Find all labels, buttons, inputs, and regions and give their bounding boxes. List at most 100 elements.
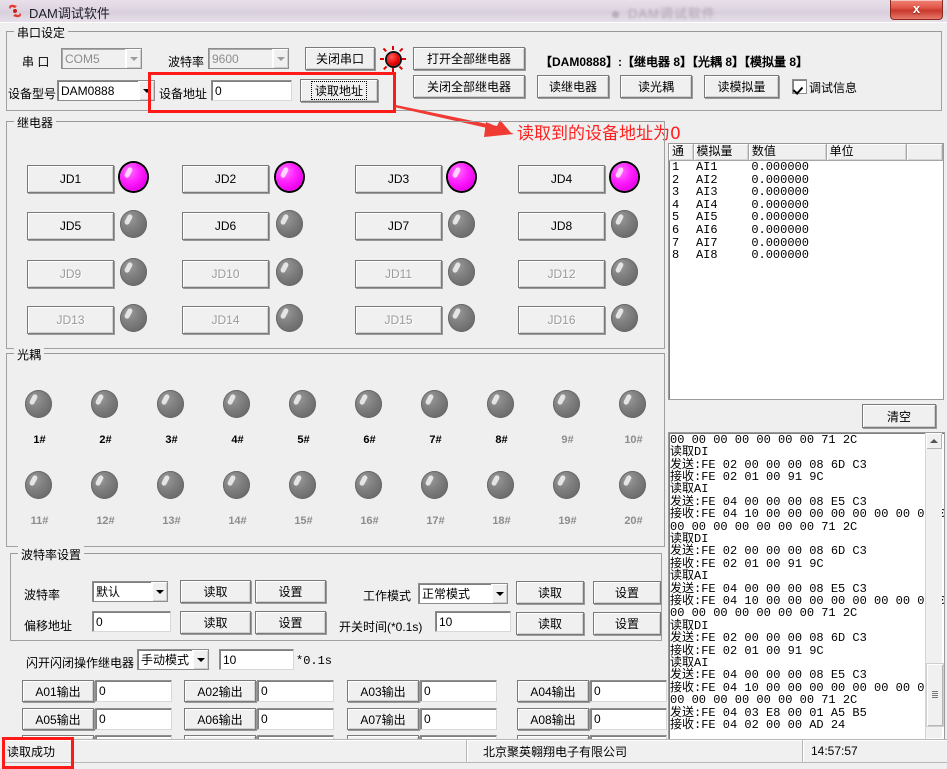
table-header-cell-3[interactable]: 单位 xyxy=(827,144,908,160)
relay-button-label: JD15 xyxy=(384,313,413,327)
chevron-down-icon[interactable] xyxy=(192,650,208,669)
analog-output-button-1[interactable]: A01输出 xyxy=(22,680,94,702)
device-address-input[interactable]: 0 xyxy=(211,80,292,101)
table-cell: 0.000000 xyxy=(751,186,809,199)
analog-output-input-1[interactable]: 0 xyxy=(95,680,172,702)
port-select-value: COM5 xyxy=(65,51,100,66)
chevron-down-icon[interactable] xyxy=(138,81,154,100)
table-row[interactable]: 5 AI5 0.000000 xyxy=(669,211,943,224)
relay-led-jd6 xyxy=(276,210,303,238)
table-cell: 2 xyxy=(672,173,680,187)
port-select[interactable]: COM5 xyxy=(61,48,142,69)
analog-output-input-6[interactable]: 0 xyxy=(257,708,334,730)
relay-led-jd10 xyxy=(276,258,303,286)
analog-output-button-4[interactable]: A04输出 xyxy=(517,680,589,702)
table-row[interactable]: 2 AI2 0.000000 xyxy=(669,174,943,187)
table-cell: AI7 xyxy=(695,236,718,250)
offset-read-button[interactable]: 读取 xyxy=(180,611,251,634)
work-mode-set-button[interactable]: 设置 xyxy=(593,581,661,604)
analog-output-input-3[interactable]: 0 xyxy=(420,680,497,702)
switch-time-read-button[interactable]: 读取 xyxy=(516,612,584,635)
opto-label-3: 3# xyxy=(165,434,178,446)
relay-button-label: JD1 xyxy=(59,172,82,186)
table-row[interactable]: 8 AI8 0.000000 xyxy=(669,249,943,262)
clear-log-button[interactable]: 清空 xyxy=(862,404,936,428)
table-header-cell-4[interactable] xyxy=(907,144,943,160)
table-row[interactable]: 4 AI4 0.000000 xyxy=(669,199,943,212)
table-row[interactable]: 6 AI6 0.000000 xyxy=(669,224,943,237)
chevron-down-icon[interactable] xyxy=(151,582,167,601)
analog-output-input-7[interactable]: 0 xyxy=(420,708,497,730)
scrollbar-thumb[interactable] xyxy=(926,663,944,727)
table-cell: AI3 xyxy=(695,186,718,199)
open-all-relay-button[interactable]: 打开全部继电器 xyxy=(413,47,525,70)
relay-button-jd5[interactable]: JD5 xyxy=(27,212,114,240)
chevron-down-icon[interactable] xyxy=(125,49,141,68)
analog-output-button-6[interactable]: A06输出 xyxy=(184,708,256,730)
scroll-up-arrow-icon[interactable] xyxy=(926,433,942,449)
relay-button-jd6[interactable]: JD6 xyxy=(182,212,269,240)
switch-time-set-button[interactable]: 设置 xyxy=(593,612,661,635)
device-model-select[interactable]: DAM0888 xyxy=(57,80,155,101)
relay-button-jd3[interactable]: JD3 xyxy=(355,165,442,193)
offset-set-button[interactable]: 设置 xyxy=(255,611,326,634)
opto-led-9 xyxy=(553,390,580,418)
table-cell: 8 xyxy=(672,249,680,262)
relay-button-jd7[interactable]: JD7 xyxy=(355,212,442,240)
table-header-cell-1[interactable]: 模拟量 xyxy=(694,144,749,160)
table-cell xyxy=(908,211,943,224)
analog-output-button-8[interactable]: A08输出 xyxy=(517,708,589,730)
table-row[interactable]: 3 AI3 0.000000 xyxy=(669,186,943,199)
opto-label-9: 9# xyxy=(561,434,574,446)
opto-label-17: 17# xyxy=(426,515,445,527)
analog-output-input-8[interactable]: 0 xyxy=(590,708,667,730)
switch-time-input[interactable]: 10 xyxy=(435,611,511,632)
log-scrollbar[interactable] xyxy=(925,433,944,754)
read-opto-button[interactable]: 读光耦 xyxy=(620,75,692,98)
title-bar: DAM调试软件 DAM调试软件 x xyxy=(0,0,947,23)
baud-setting-select[interactable]: 默认 xyxy=(92,581,168,602)
debug-info-checkbox[interactable] xyxy=(792,79,807,94)
close-all-relay-button[interactable]: 关闭全部继电器 xyxy=(413,75,525,98)
relay-button-jd4[interactable]: JD4 xyxy=(518,165,605,193)
table-row[interactable]: 1 AI1 0.000000 xyxy=(669,161,943,174)
serial-settings-caption: 串口设定 xyxy=(14,24,69,41)
device-model-value: DAM0888 xyxy=(61,83,115,98)
analog-output-button-5[interactable]: A05输出 xyxy=(22,708,94,730)
relay-button-jd8[interactable]: JD8 xyxy=(518,212,605,240)
close-port-button[interactable]: 关闭串口 xyxy=(305,47,375,70)
table-cell: 0.000000 xyxy=(751,161,809,174)
table-row[interactable]: 7 AI7 0.000000 xyxy=(669,237,943,250)
analog-output-button-2[interactable]: A02输出 xyxy=(184,680,256,702)
work-mode-read-button[interactable]: 读取 xyxy=(516,581,584,604)
analog-output-input-5[interactable]: 0 xyxy=(95,708,172,730)
table-header-cell-2[interactable]: 数值 xyxy=(749,144,827,160)
chevron-down-icon[interactable] xyxy=(491,584,507,603)
read-relay-button[interactable]: 读继电器 xyxy=(537,75,609,98)
relay-button-jd1[interactable]: JD1 xyxy=(27,165,114,193)
close-icon[interactable]: x xyxy=(890,0,943,20)
clock-time: 14:57:57 xyxy=(811,744,858,758)
table-cell: 0.000000 xyxy=(751,223,809,237)
read-analog-button[interactable]: 读模拟量 xyxy=(704,75,779,98)
analog-output-input-4[interactable]: 0 xyxy=(590,680,667,702)
baudrate-select[interactable]: 9600 xyxy=(208,48,289,69)
flash-time-input[interactable]: 10 xyxy=(219,649,294,670)
relay-button-jd2[interactable]: JD2 xyxy=(182,165,269,193)
table-header-cell-0[interactable]: 通 xyxy=(669,144,694,160)
offset-address-input[interactable]: 0 xyxy=(92,611,171,632)
baud-read-button[interactable]: 读取 xyxy=(180,580,251,603)
opto-group-caption: 光耦 xyxy=(14,346,45,363)
baud-set-button[interactable]: 设置 xyxy=(255,580,326,603)
work-mode-select[interactable]: 正常模式 xyxy=(418,583,508,604)
debug-log-panel[interactable]: 读取AI 发送:FE 04 00 00 00 08 E5 C3 接收:FE 04… xyxy=(668,432,945,758)
chevron-down-icon[interactable] xyxy=(272,49,288,68)
analog-output-button-3[interactable]: A03输出 xyxy=(347,680,419,702)
analog-output-input-2[interactable]: 0 xyxy=(257,680,334,702)
opto-label-14: 14# xyxy=(228,515,247,527)
read-address-button[interactable]: 读取地址 xyxy=(300,79,378,102)
flash-mode-select[interactable]: 手动模式 xyxy=(137,649,209,670)
relay-button-label: JD16 xyxy=(547,313,576,327)
analog-output-button-7[interactable]: A07输出 xyxy=(347,708,419,730)
